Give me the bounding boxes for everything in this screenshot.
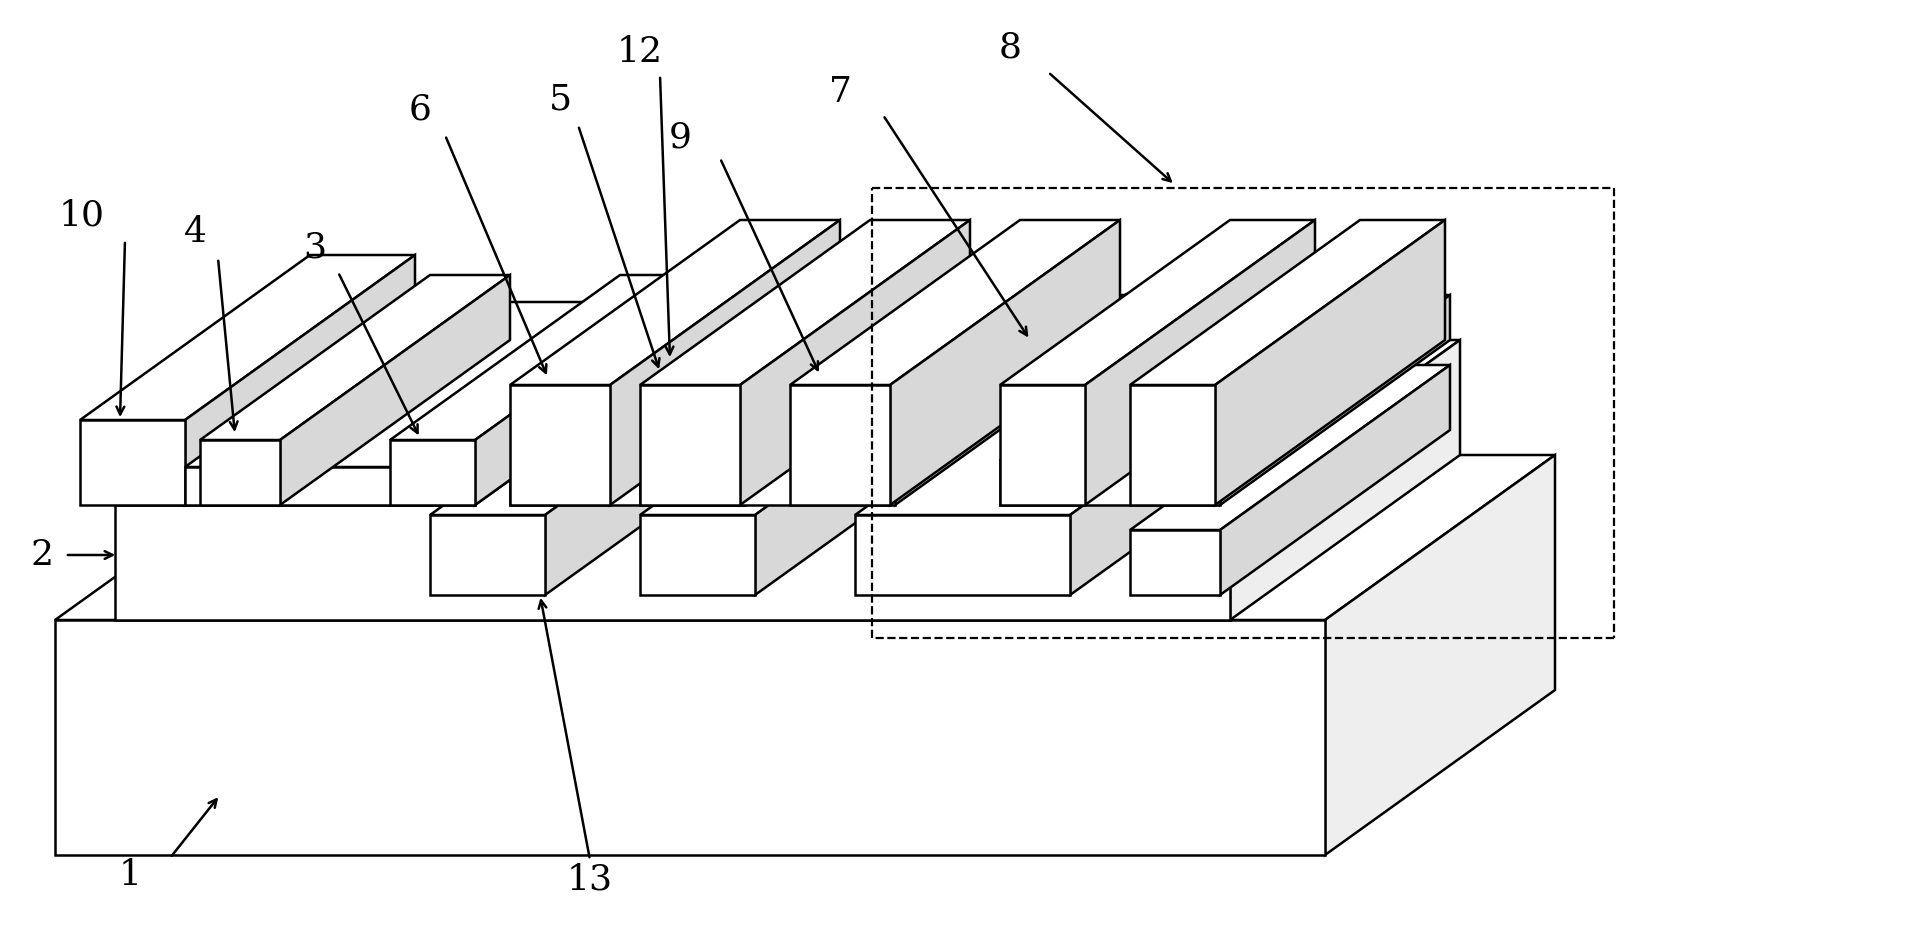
Polygon shape (856, 515, 1070, 595)
Polygon shape (115, 340, 1460, 505)
Polygon shape (115, 505, 1231, 620)
Polygon shape (509, 295, 974, 460)
Polygon shape (1085, 220, 1315, 505)
Polygon shape (1070, 350, 1300, 595)
Text: 6: 6 (408, 93, 431, 127)
Polygon shape (896, 295, 1125, 505)
Text: 13: 13 (567, 863, 612, 897)
Polygon shape (999, 220, 1315, 385)
Text: 2: 2 (31, 538, 54, 572)
Text: 8: 8 (999, 31, 1022, 65)
Text: 3: 3 (304, 231, 327, 265)
Polygon shape (745, 295, 974, 505)
Polygon shape (639, 460, 896, 505)
Polygon shape (999, 295, 1451, 460)
Polygon shape (80, 420, 186, 505)
Polygon shape (1129, 365, 1451, 530)
Text: 4: 4 (184, 215, 207, 249)
Polygon shape (186, 255, 415, 505)
Polygon shape (1215, 220, 1445, 505)
Polygon shape (1324, 455, 1554, 855)
Text: 10: 10 (59, 198, 105, 232)
Polygon shape (279, 275, 509, 505)
Polygon shape (1129, 530, 1219, 595)
Text: 7: 7 (829, 75, 852, 109)
Polygon shape (56, 620, 1324, 855)
Polygon shape (475, 275, 704, 505)
Polygon shape (790, 385, 890, 505)
Polygon shape (611, 220, 840, 505)
Polygon shape (509, 460, 745, 505)
Polygon shape (431, 350, 775, 515)
Polygon shape (790, 220, 1120, 385)
Polygon shape (390, 275, 704, 440)
Polygon shape (199, 440, 279, 505)
Polygon shape (1219, 365, 1451, 595)
Polygon shape (509, 220, 840, 385)
Polygon shape (199, 275, 509, 440)
Text: 1: 1 (119, 858, 142, 892)
Polygon shape (639, 385, 741, 505)
Polygon shape (639, 295, 1125, 460)
Polygon shape (431, 515, 545, 595)
Polygon shape (754, 350, 986, 595)
Polygon shape (639, 350, 986, 515)
Polygon shape (1231, 340, 1460, 620)
Text: 12: 12 (616, 35, 662, 69)
Polygon shape (80, 255, 415, 420)
Polygon shape (639, 515, 754, 595)
Polygon shape (999, 385, 1085, 505)
Text: 9: 9 (668, 121, 691, 155)
Polygon shape (186, 467, 475, 505)
Polygon shape (639, 220, 970, 385)
Polygon shape (545, 350, 775, 595)
Polygon shape (475, 302, 704, 505)
Polygon shape (741, 220, 970, 505)
Polygon shape (1219, 295, 1451, 505)
Polygon shape (56, 455, 1554, 620)
Polygon shape (390, 440, 475, 505)
Polygon shape (186, 302, 704, 467)
Polygon shape (890, 220, 1120, 505)
Polygon shape (1129, 385, 1215, 505)
Polygon shape (999, 460, 1219, 505)
Polygon shape (509, 385, 611, 505)
Polygon shape (856, 350, 1300, 515)
Text: 5: 5 (549, 83, 572, 117)
Polygon shape (1129, 220, 1445, 385)
